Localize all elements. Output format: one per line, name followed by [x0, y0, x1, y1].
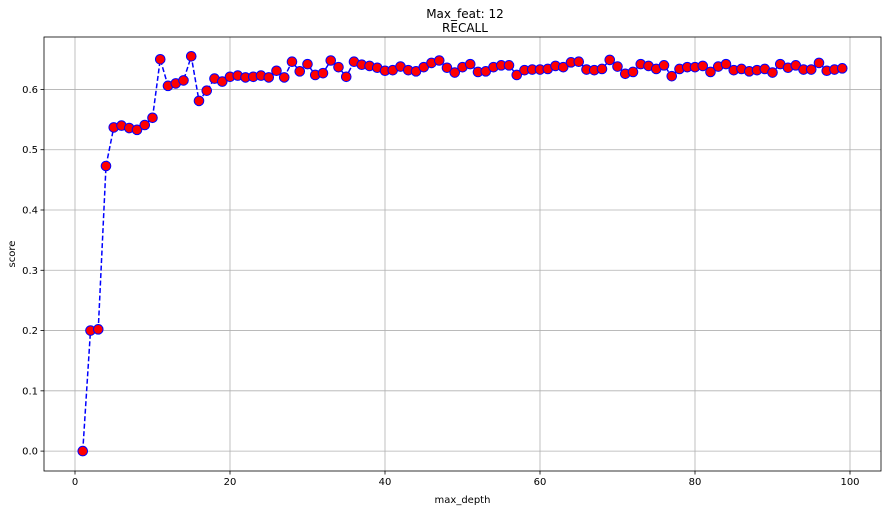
y-tick-label: 0.4	[22, 205, 38, 216]
y-tick-label: 0.2	[22, 326, 38, 337]
data-point	[627, 66, 639, 78]
plot-frame	[43, 36, 882, 472]
data-point	[131, 124, 143, 136]
y-tick-label: 0.1	[22, 386, 38, 397]
data-point	[449, 67, 461, 78]
y-axis-label: score	[7, 241, 18, 268]
data-point	[100, 160, 112, 172]
x-tick-label: 100	[840, 477, 859, 488]
x-axis-label: max_depth	[435, 495, 491, 506]
x-tick-label: 80	[689, 477, 702, 488]
data-point	[193, 95, 205, 107]
x-tick-label: 20	[224, 477, 237, 488]
data-point	[333, 61, 344, 73]
y-tick-label: 0.0	[22, 447, 38, 458]
data-point	[286, 56, 298, 68]
data-point	[511, 69, 523, 81]
data-point	[77, 445, 89, 457]
data-point	[697, 60, 709, 72]
data-point	[464, 58, 476, 70]
data-point	[185, 50, 197, 62]
data-point	[263, 72, 275, 83]
data-point	[805, 64, 817, 75]
x-tick-label: 0	[72, 477, 78, 488]
y-tick-label: 0.6	[22, 85, 38, 96]
data-point	[433, 55, 445, 66]
data-point	[767, 67, 778, 78]
data-point	[278, 72, 290, 83]
data-point	[557, 61, 569, 73]
data-point	[720, 58, 732, 70]
data-point	[612, 61, 623, 72]
data-point	[658, 60, 670, 71]
x-tick-label: 40	[379, 477, 392, 488]
data-point	[666, 70, 678, 82]
chart-subtitle: RECALL	[442, 21, 488, 35]
data-point	[317, 67, 329, 79]
data-point	[139, 119, 151, 131]
data-point	[178, 75, 189, 86]
data-point	[573, 56, 585, 68]
data-point	[201, 85, 213, 96]
data-point	[302, 58, 313, 70]
x-tick-label: 60	[534, 477, 547, 488]
chart-title: Max_feat: 12	[426, 7, 504, 21]
data-point	[604, 54, 616, 66]
data-point	[154, 54, 166, 65]
x-axis-ticks: 0 20 40 60 80 100	[72, 471, 860, 488]
data-point	[216, 76, 228, 87]
y-tick-label: 0.5	[22, 145, 38, 156]
data-point	[705, 66, 716, 78]
series-markers	[77, 50, 848, 457]
y-tick-label: 0.3	[22, 266, 38, 277]
data-point	[294, 66, 306, 77]
data-point	[441, 62, 453, 74]
y-axis-ticks: 0.0 0.1 0.2 0.3 0.4 0.5 0.6	[22, 85, 44, 458]
data-point	[503, 60, 515, 71]
data-point	[325, 55, 337, 66]
data-point	[340, 71, 352, 83]
data-point	[813, 57, 825, 69]
data-point	[596, 63, 608, 75]
data-point	[836, 63, 848, 74]
data-point	[147, 112, 158, 124]
grid	[44, 37, 881, 471]
data-point	[92, 324, 104, 335]
data-point	[271, 65, 282, 77]
